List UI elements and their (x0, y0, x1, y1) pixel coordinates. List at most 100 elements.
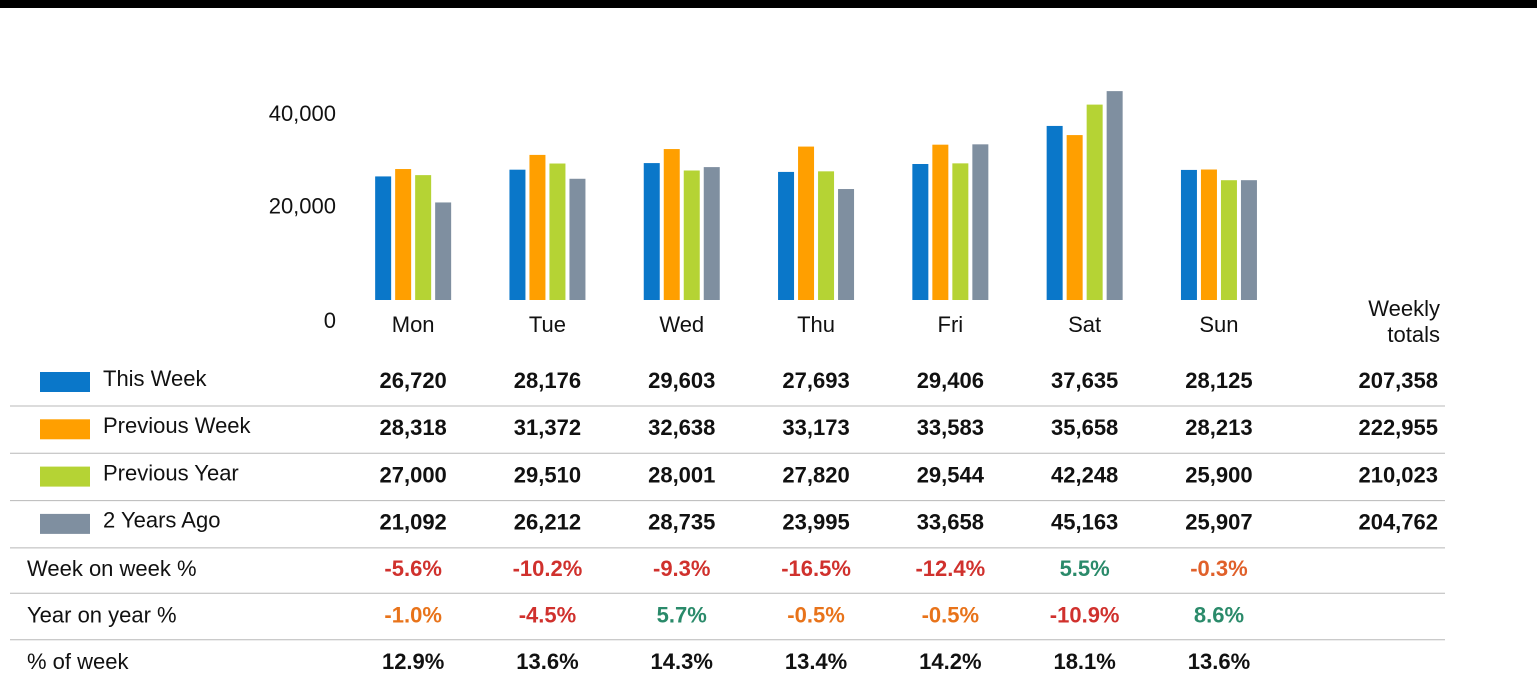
row-cell: 12.9% (382, 649, 444, 674)
row-cell: -0.5% (922, 603, 979, 628)
x-tick-label: Mon (392, 312, 435, 337)
x-tick-label: Sat (1068, 312, 1101, 337)
table-value: 32,638 (648, 415, 715, 440)
table-value: 28,318 (380, 415, 447, 440)
table-value: 28,176 (514, 368, 581, 393)
bar (529, 154, 546, 300)
legend-swatch (40, 466, 90, 487)
bar (1086, 104, 1103, 300)
table-value: 45,163 (1051, 510, 1118, 535)
bar (972, 144, 989, 300)
bar (1180, 169, 1197, 300)
row-cell: 5.5% (1060, 556, 1110, 581)
table-value: 29,544 (917, 462, 985, 487)
table-value: 26,212 (514, 510, 581, 535)
row-cell: -5.6% (384, 556, 441, 581)
row-label: % of week (27, 649, 129, 674)
row-cell: 14.3% (651, 649, 713, 674)
table-value: 28,735 (648, 510, 715, 535)
legend-label: Previous Week (103, 413, 252, 438)
table-value: 26,720 (380, 368, 447, 393)
legend-label: 2 Years Ago (103, 508, 220, 533)
table-value: 23,995 (782, 510, 849, 535)
row-cell: -10.2% (513, 556, 583, 581)
bar (569, 178, 586, 300)
weekly-total: 210,023 (1358, 462, 1438, 487)
y-tick-label: 20,000 (269, 193, 336, 218)
row-label: Week on week % (27, 556, 197, 581)
table-value: 42,248 (1051, 462, 1118, 487)
bar (703, 167, 720, 300)
bar (912, 163, 929, 300)
table-value: 27,000 (380, 462, 447, 487)
row-cell: -9.3% (653, 556, 710, 581)
row-cell: 13.6% (516, 649, 578, 674)
table-value: 29,510 (514, 462, 581, 487)
bar (375, 176, 392, 300)
weekly-total: 204,762 (1358, 510, 1438, 535)
row-label: Year on year % (27, 603, 177, 628)
row-cell: -0.5% (787, 603, 844, 628)
bar (838, 189, 855, 300)
legend-swatch (40, 419, 90, 440)
bar (1200, 169, 1217, 300)
y-tick-label: 40,000 (269, 101, 336, 126)
totals-header-text: Weekly totals (1368, 296, 1440, 347)
table-value: 25,907 (1185, 510, 1252, 535)
bar (435, 202, 452, 300)
bar (1066, 135, 1083, 300)
row-cell: -12.4% (915, 556, 985, 581)
top-bar (0, 0, 1537, 8)
row-cell: 5.7% (657, 603, 707, 628)
row-cell: 13.4% (785, 649, 847, 674)
row-cell: 8.6% (1194, 603, 1244, 628)
legend-label: Previous Year (103, 460, 239, 485)
bar (643, 163, 660, 300)
row-cell: 14.2% (919, 649, 981, 674)
table-value: 33,173 (782, 415, 849, 440)
x-tick-label: Sun (1199, 312, 1238, 337)
bar (778, 171, 795, 300)
bar (663, 149, 680, 300)
legend-swatch (40, 513, 90, 534)
table-value: 25,900 (1185, 462, 1252, 487)
table-value: 33,583 (917, 415, 984, 440)
bar (395, 169, 412, 300)
table-value: 28,213 (1185, 415, 1252, 440)
bar (818, 171, 835, 300)
y-tick-label: 0 (324, 308, 336, 333)
weekly-total: 207,358 (1358, 368, 1438, 393)
bar (549, 163, 566, 300)
bar (798, 146, 815, 300)
bar (509, 169, 526, 300)
table-value: 28,125 (1185, 368, 1252, 393)
table-value: 29,406 (917, 368, 984, 393)
table-value: 27,820 (782, 462, 849, 487)
x-tick-label: Thu (797, 312, 835, 337)
bar (1046, 125, 1063, 300)
x-tick-label: Fri (938, 312, 964, 337)
legend-label: This Week (103, 366, 208, 391)
x-tick-label: Wed (659, 312, 704, 337)
bar (415, 175, 432, 300)
totals-header: Weekly totals (1368, 296, 1440, 347)
table-value: 27,693 (782, 368, 849, 393)
x-tick-label: Tue (529, 312, 566, 337)
table-value: 21,092 (380, 510, 447, 535)
legend-swatch (40, 372, 90, 392)
table-value: 29,603 (648, 368, 715, 393)
row-cell: 18.1% (1053, 649, 1115, 674)
bar (1240, 180, 1257, 300)
table-value: 28,001 (648, 462, 715, 487)
row-cell: -1.0% (384, 603, 441, 628)
bar (1106, 91, 1123, 300)
table-value: 35,658 (1051, 415, 1118, 440)
row-cell: 13.6% (1188, 649, 1250, 674)
bar (683, 170, 700, 300)
row-cell: -4.5% (519, 603, 576, 628)
bar (952, 163, 969, 300)
weekly-total: 222,955 (1358, 415, 1438, 440)
table-value: 33,658 (917, 510, 984, 535)
row-cell: -0.3% (1190, 556, 1247, 581)
bar (1220, 180, 1237, 300)
